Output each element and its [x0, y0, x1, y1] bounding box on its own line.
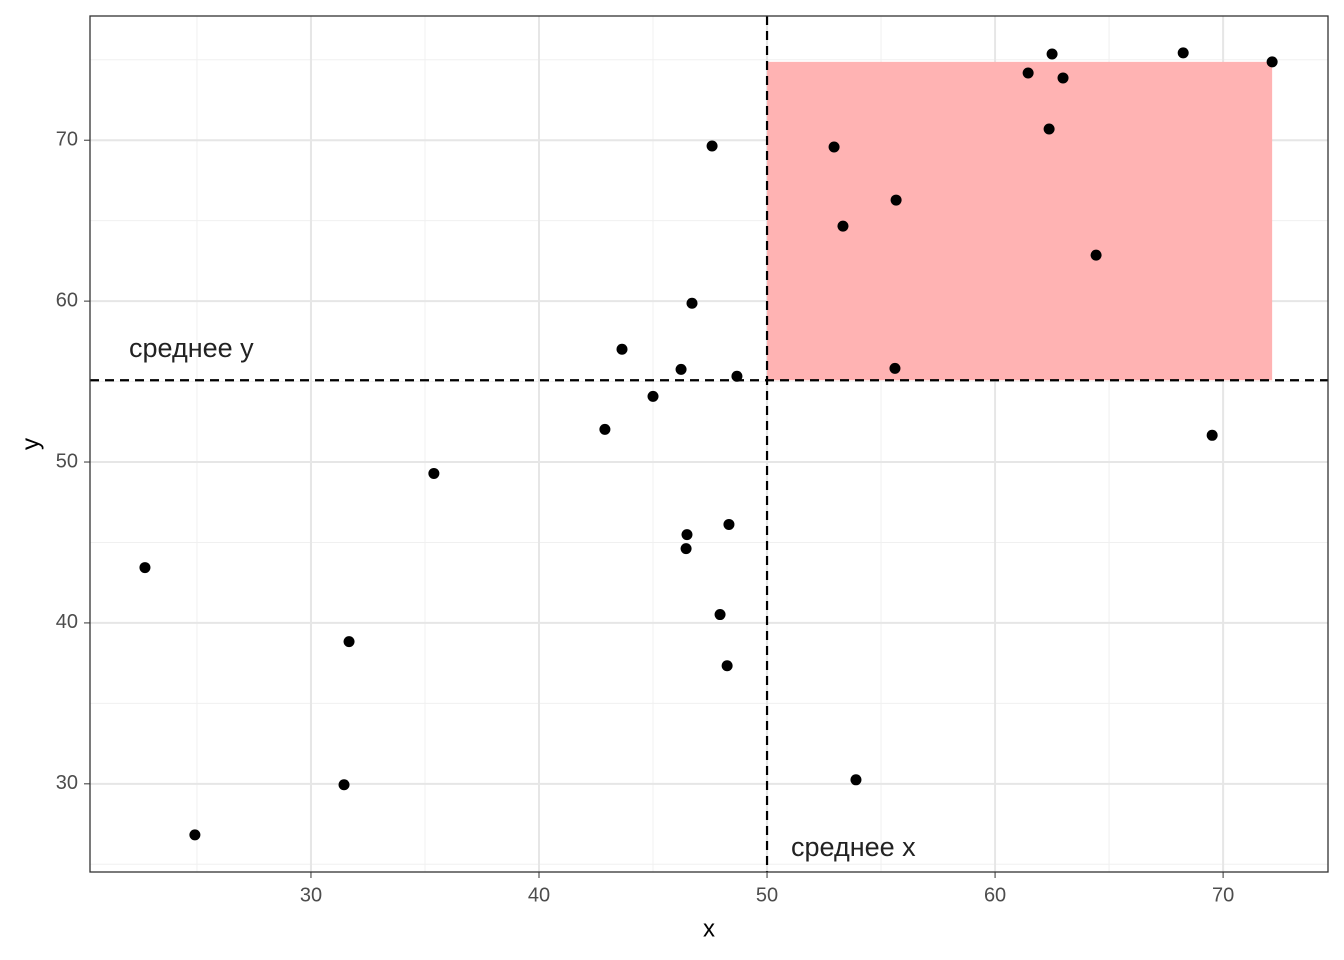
- point: [837, 220, 849, 232]
- point: [828, 141, 840, 153]
- point: [1046, 48, 1058, 60]
- point: [1090, 249, 1102, 261]
- point: [647, 390, 659, 402]
- point: [714, 609, 726, 621]
- x-tick-label: 40: [528, 884, 550, 906]
- point: [1266, 56, 1278, 68]
- point: [723, 518, 735, 530]
- annotation: среднее y: [129, 333, 254, 363]
- panel-border: [89, 15, 1329, 873]
- point: [889, 362, 901, 374]
- point: [686, 297, 698, 309]
- highlight-area: [767, 61, 1273, 381]
- y-tick-label: 60: [56, 289, 78, 311]
- point: [1206, 429, 1218, 441]
- x-tick-label: 50: [756, 884, 778, 906]
- annotation: среднее x: [791, 832, 916, 862]
- y-axis-title: y: [17, 438, 44, 450]
- point: [1057, 72, 1069, 84]
- point: [1022, 67, 1034, 79]
- point: [850, 774, 862, 786]
- point: [731, 370, 743, 382]
- point: [599, 423, 611, 435]
- point: [890, 194, 902, 206]
- point: [139, 562, 151, 574]
- point: [680, 543, 692, 555]
- x-axis-title: x: [703, 915, 715, 942]
- y-tick-label: 50: [56, 450, 78, 472]
- point: [721, 660, 733, 672]
- x-tick-label: 70: [1212, 884, 1234, 906]
- point: [428, 467, 440, 479]
- point: [706, 140, 718, 152]
- x-tick-label: 30: [300, 884, 322, 906]
- point: [1177, 47, 1189, 59]
- point: [1043, 123, 1055, 135]
- x-tick-label: 60: [984, 884, 1006, 906]
- point: [681, 529, 693, 541]
- point: [338, 779, 350, 791]
- y-tick-label: 40: [56, 611, 78, 633]
- point: [343, 636, 355, 648]
- point: [189, 829, 201, 841]
- y-tick-label: 70: [56, 128, 78, 150]
- y-tick-label: 30: [56, 772, 78, 794]
- point: [675, 363, 687, 375]
- point: [616, 343, 628, 355]
